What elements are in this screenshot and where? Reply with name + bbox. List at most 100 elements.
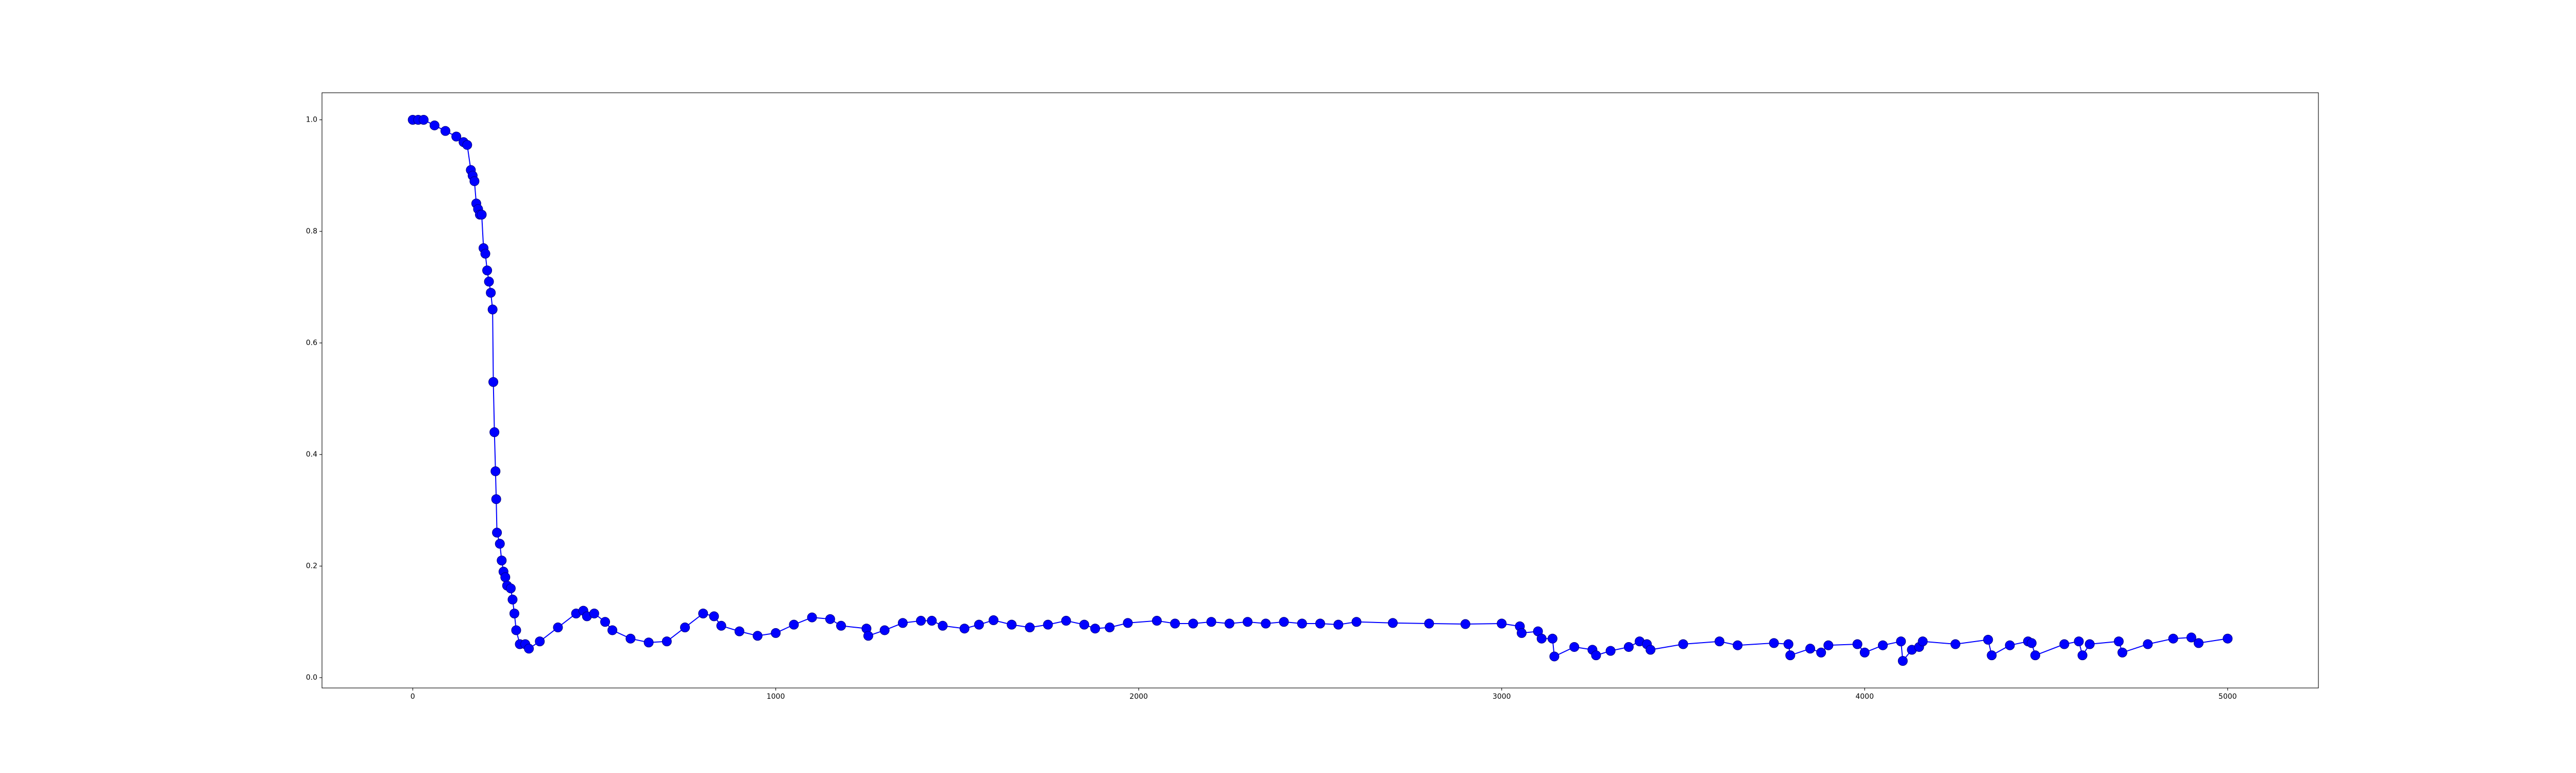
- marker: [988, 615, 998, 625]
- marker: [487, 305, 498, 315]
- marker: [2143, 639, 2153, 649]
- marker: [1151, 616, 1162, 626]
- marker: [1061, 616, 1071, 626]
- marker: [492, 528, 502, 538]
- marker: [938, 620, 948, 631]
- marker: [418, 115, 429, 125]
- marker: [734, 626, 744, 636]
- marker: [1783, 639, 1793, 649]
- marker: [1206, 617, 1216, 627]
- marker: [974, 619, 984, 630]
- marker: [2186, 632, 2196, 643]
- marker: [2114, 636, 2124, 647]
- marker: [462, 140, 472, 150]
- marker: [490, 466, 501, 476]
- marker: [1897, 656, 1908, 666]
- marker: [2059, 639, 2070, 649]
- marker: [480, 248, 490, 259]
- marker: [553, 623, 563, 633]
- marker: [429, 120, 439, 130]
- x-tick-label: 5000: [2218, 693, 2237, 701]
- marker: [709, 611, 719, 621]
- marker: [1025, 623, 1035, 633]
- marker: [2084, 639, 2095, 649]
- marker: [1878, 640, 1888, 650]
- marker: [1950, 639, 1960, 649]
- marker: [1569, 642, 1580, 652]
- marker: [1536, 633, 1547, 644]
- marker: [486, 288, 496, 298]
- x-tick-label: 0: [411, 693, 415, 701]
- marker: [500, 572, 511, 582]
- marker: [1261, 618, 1271, 629]
- marker: [879, 625, 890, 635]
- marker: [1852, 639, 1862, 649]
- marker: [698, 608, 708, 618]
- y-tick-label: 0.0: [306, 674, 317, 682]
- marker: [600, 617, 611, 627]
- marker: [1243, 617, 1253, 627]
- marker: [1918, 636, 1928, 647]
- marker: [807, 612, 817, 623]
- marker: [1715, 636, 1724, 647]
- marker: [497, 556, 507, 566]
- marker: [863, 631, 873, 641]
- marker: [511, 625, 521, 635]
- marker: [524, 644, 534, 654]
- marker: [1224, 618, 1234, 629]
- marker: [1188, 618, 1198, 629]
- marker: [1859, 647, 1870, 658]
- marker: [1805, 644, 1816, 654]
- marker: [491, 494, 501, 505]
- marker: [484, 276, 494, 287]
- marker: [2117, 647, 2128, 658]
- axes-frame: [321, 92, 2319, 688]
- x-tick-label: 3000: [1493, 693, 1511, 701]
- marker: [1043, 619, 1053, 630]
- x-tick-label: 2000: [1129, 693, 1148, 701]
- marker: [1733, 640, 1743, 650]
- marker: [927, 616, 937, 626]
- marker: [680, 623, 690, 633]
- marker: [643, 637, 654, 648]
- marker: [589, 608, 599, 618]
- marker: [440, 126, 451, 136]
- marker: [2077, 650, 2088, 661]
- marker: [1387, 618, 1398, 628]
- marker: [1007, 619, 1017, 630]
- marker: [451, 131, 462, 142]
- marker: [1297, 618, 1307, 629]
- marker: [1646, 645, 1656, 655]
- marker: [1315, 618, 1325, 629]
- marker: [607, 625, 618, 635]
- marker: [1983, 634, 1993, 645]
- marker: [1090, 624, 1100, 634]
- marker: [1547, 633, 1557, 644]
- marker: [2223, 633, 2233, 644]
- x-tick-label: 1000: [767, 693, 785, 701]
- marker: [1896, 636, 1906, 647]
- marker: [469, 176, 480, 187]
- marker: [482, 265, 493, 276]
- marker: [1816, 647, 1826, 658]
- marker: [2005, 640, 2015, 650]
- marker: [959, 624, 970, 634]
- marker: [1123, 618, 1133, 628]
- marker: [662, 636, 672, 647]
- marker: [897, 618, 908, 628]
- marker: [1987, 650, 1997, 661]
- y-tick-label: 0.8: [306, 227, 317, 236]
- marker: [1333, 619, 1344, 630]
- marker: [2168, 633, 2178, 644]
- marker: [495, 539, 505, 549]
- marker: [489, 427, 500, 438]
- marker: [1351, 617, 1362, 627]
- marker: [1279, 617, 1289, 627]
- marker: [916, 616, 926, 626]
- marker: [1785, 650, 1795, 661]
- marker: [716, 620, 726, 631]
- marker: [1424, 618, 1434, 629]
- marker: [1823, 640, 1834, 650]
- marker: [625, 633, 636, 644]
